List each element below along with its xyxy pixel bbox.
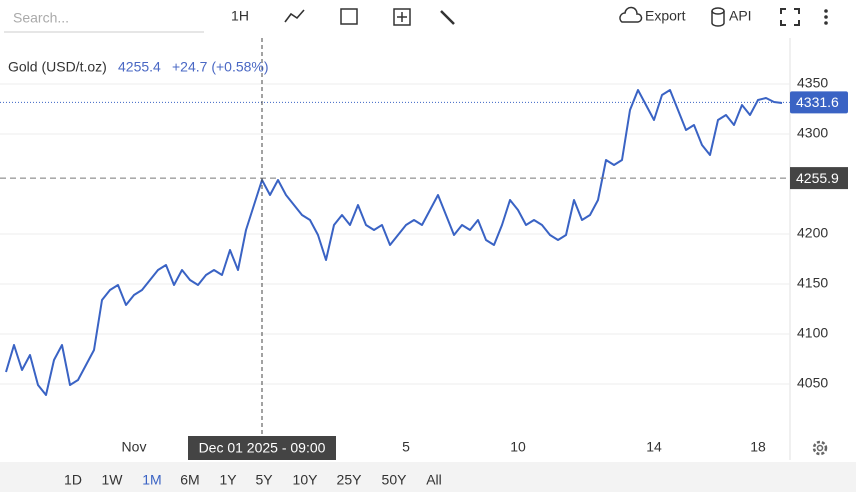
chart-type-icon[interactable]: [284, 9, 305, 23]
y-tick-label: 4200: [797, 225, 828, 241]
crosshair-x-badge: [188, 436, 336, 460]
range-button[interactable]: 25Y: [337, 472, 363, 488]
y-tick-label: 4150: [797, 275, 828, 291]
interval-button[interactable]: 1H: [231, 8, 249, 24]
y-tick-label: 4300: [797, 125, 828, 141]
y-tick-label: 4050: [797, 375, 828, 391]
x-tick-label: 10: [510, 439, 526, 455]
x-tick-label: 14: [646, 439, 662, 455]
fullscreen-icon[interactable]: [780, 8, 800, 26]
toolbar: Search... 1H Export API: [4, 6, 828, 33]
price-line: [5, 89, 783, 396]
legend-change: +24.7 (+0.58%): [172, 59, 269, 75]
x-tick-label: 5: [402, 439, 410, 455]
plot: 4050 4100 4150 4200 4300 4350 Nov 5 10 14 18 4331.6…: [0, 38, 848, 460]
api-icon-body: [711, 11, 725, 27]
crosshair-value-badge: [790, 167, 848, 190]
menu-icon[interactable]: [824, 9, 828, 25]
range-button[interactable]: 1D: [64, 472, 82, 488]
tools-icon[interactable]: [440, 10, 455, 25]
x-tick-label: Nov: [122, 439, 147, 455]
settings-icon[interactable]: [812, 440, 828, 456]
range-button[interactable]: 1M: [142, 472, 161, 488]
calendar-icon[interactable]: [340, 8, 358, 25]
range-button[interactable]: 5Y: [255, 472, 273, 488]
last-price-label: 4331.6: [796, 94, 839, 110]
range-button[interactable]: 6M: [180, 472, 199, 488]
search-box[interactable]: Search...: [13, 10, 69, 26]
range-buttons: 1D 1W 1M 6M 1Y 5Y 10Y 25Y 50Y All: [64, 472, 442, 488]
range-button[interactable]: 1W: [102, 472, 124, 488]
plus-icon: [397, 12, 407, 22]
y-tick-label: 4350: [797, 75, 828, 91]
crosshair-x-label: Dec 01 2025 - 09:00: [199, 440, 326, 456]
range-button[interactable]: 50Y: [382, 472, 408, 488]
range-button[interactable]: All: [426, 472, 442, 488]
x-tick-label: 18: [750, 439, 766, 455]
range-button[interactable]: 1Y: [219, 472, 237, 488]
last-price-badge: [790, 91, 848, 114]
add-indicator-icon[interactable]: [393, 8, 411, 26]
legend-price: 4255.4: [118, 59, 161, 75]
crosshair-value-label: 4255.9: [796, 170, 839, 186]
y-tick-label: 4100: [797, 325, 828, 341]
export-button[interactable]: Export: [645, 8, 686, 24]
range-button[interactable]: 10Y: [293, 472, 319, 488]
range-bar: [0, 462, 856, 492]
export-icon: [619, 6, 643, 23]
api-button[interactable]: API: [729, 8, 752, 24]
legend-name: Gold (USD/t.oz): [8, 59, 107, 75]
